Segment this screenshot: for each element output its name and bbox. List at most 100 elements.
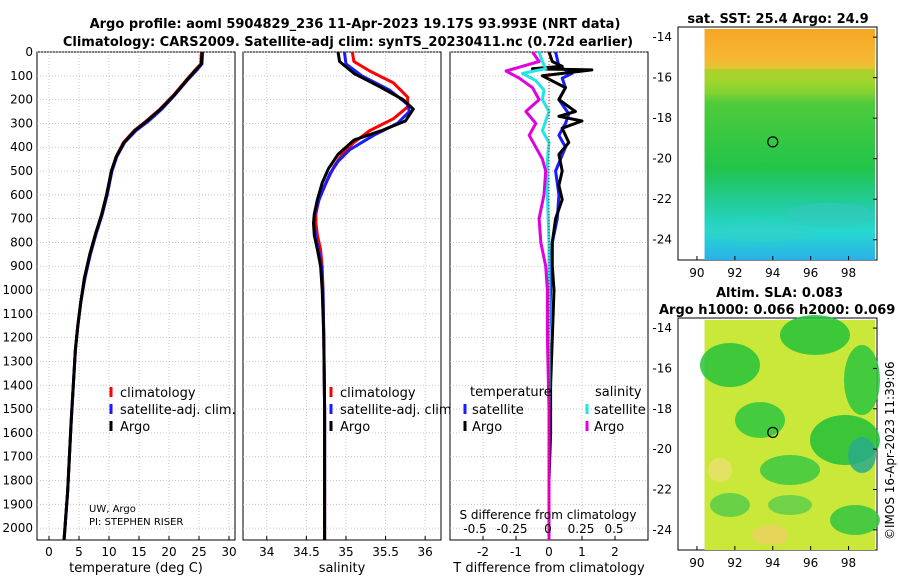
y-tick-label: 100 bbox=[10, 69, 33, 83]
x-tick-label: 15 bbox=[131, 545, 146, 559]
x-tick-label: 35.5 bbox=[372, 545, 399, 559]
y-tick-label: 1400 bbox=[2, 378, 33, 392]
x-tick-label: -1 bbox=[510, 545, 522, 559]
x-axis-label: temperature (deg C) bbox=[69, 561, 203, 576]
x2-tick-label: 0 bbox=[544, 522, 552, 536]
y-tick-label: 1200 bbox=[2, 331, 33, 345]
sla-blob bbox=[735, 402, 785, 438]
map-x-tick-label: 90 bbox=[689, 266, 704, 280]
series-line-argo bbox=[62, 51, 204, 541]
map-y-tick-label: -18 bbox=[652, 402, 672, 416]
y-tick-label: 1700 bbox=[2, 450, 33, 464]
legend-label: Argo bbox=[472, 420, 502, 435]
sla-blob bbox=[700, 343, 760, 387]
header-title: Argo profile: aoml 5904829_236 11-Apr-20… bbox=[90, 17, 621, 32]
sla-blob bbox=[760, 455, 820, 485]
salinity-profile-panel: 34 34.5 35 35.5 36 salinity climatology satelli… bbox=[242, 51, 456, 576]
x-tick-label: 5 bbox=[75, 545, 83, 559]
sst-band bbox=[704, 69, 876, 95]
x-tick-label: -2 bbox=[477, 545, 489, 559]
sla-blob bbox=[848, 437, 876, 473]
series-line-s-satellite bbox=[521, 51, 551, 540]
map-y-tick-label: -24 bbox=[652, 233, 672, 247]
map-y-tick-label: -16 bbox=[652, 71, 672, 85]
map-y-tick-label: -20 bbox=[652, 442, 672, 456]
header-subtitle: Climatology: CARS2009. Satellite-adj cli… bbox=[63, 35, 633, 50]
x2-tick-label: 0.25 bbox=[568, 522, 595, 536]
plot-area bbox=[36, 51, 236, 541]
x-tick-label: 0 bbox=[45, 545, 53, 559]
legend-label: satellite-adj. clim. bbox=[120, 403, 236, 418]
map-x-tick-label: 92 bbox=[727, 266, 742, 280]
argo-position-marker bbox=[767, 136, 779, 148]
y-tick-label: 1500 bbox=[2, 402, 33, 416]
x-tick-label: 10 bbox=[101, 545, 116, 559]
sst-map-panel: sat. SST: 25.4 Argo: 24.9 90 92 94 96 98 -14 -1… bbox=[652, 12, 878, 280]
map-y-tick-label: -16 bbox=[652, 361, 672, 375]
sla-blob bbox=[752, 525, 788, 545]
map-x-tick-label: 94 bbox=[765, 556, 780, 570]
x-tick-label: 36 bbox=[418, 545, 433, 559]
y-tick-label: 500 bbox=[10, 164, 33, 178]
sla-blob bbox=[710, 493, 750, 517]
legend-title-salinity: salinity bbox=[595, 385, 642, 400]
difference-profile-panel: T difference from climatology -2 -1 0 1 2 -0.5… bbox=[449, 51, 649, 576]
legend-title-temperature: temperature bbox=[470, 385, 552, 400]
map-y-tick-label: -22 bbox=[652, 482, 672, 496]
x-tick-label: 34.5 bbox=[293, 545, 320, 559]
y-tick-label: 1000 bbox=[2, 283, 33, 297]
map-y-tick-label: -20 bbox=[652, 152, 672, 166]
sst-cool-patch bbox=[705, 222, 815, 242]
y-tick-label: 1900 bbox=[2, 497, 33, 511]
legend-label: satellite-adj. clim. bbox=[340, 403, 456, 418]
x-tick-label: 20 bbox=[161, 545, 176, 559]
x-tick-label: 0 bbox=[545, 545, 553, 559]
plot-area bbox=[242, 51, 442, 541]
y-tick-label: 1800 bbox=[2, 473, 33, 487]
series-line-s-argo bbox=[504, 51, 551, 540]
sla-map-title: Altim. SLA: 0.083 bbox=[716, 286, 843, 301]
sla-map-subtitle: Argo h1000: 0.066 h2000: 0.069 bbox=[659, 303, 895, 318]
y-tick-label: 800 bbox=[10, 235, 33, 249]
x-axis-label: T difference from climatology bbox=[452, 561, 645, 576]
temperature-profile-panel: 0100200300400500600700800900100011001200… bbox=[2, 45, 236, 576]
x2-axis-label: S difference from climatology bbox=[460, 508, 637, 522]
sst-map-title: sat. SST: 25.4 Argo: 24.9 bbox=[687, 12, 868, 27]
x2-tick-label: -0.5 bbox=[463, 522, 486, 536]
x-tick-label: 34 bbox=[259, 545, 274, 559]
x-tick-label: 2 bbox=[611, 545, 619, 559]
map-y-tick-label: -14 bbox=[652, 30, 672, 44]
legend-label: climatology bbox=[120, 386, 196, 401]
map-x-tick-label: 96 bbox=[803, 556, 818, 570]
sst-cool-patch bbox=[785, 203, 875, 227]
sla-blob bbox=[844, 345, 880, 415]
x2-tick-label: 0.5 bbox=[604, 522, 623, 536]
credit-line-1: UW, Argo bbox=[89, 504, 136, 515]
sla-map-panel: Altim. SLA: 0.083 Argo h1000: 0.066 h2000… bbox=[652, 286, 895, 570]
x-tick-label: 25 bbox=[191, 545, 206, 559]
sla-blob bbox=[708, 458, 732, 482]
y-tick-label: 200 bbox=[10, 93, 33, 107]
y-tick-label: 700 bbox=[10, 212, 33, 226]
sla-blob bbox=[780, 315, 850, 355]
x2-tick-label: -0.25 bbox=[496, 522, 527, 536]
sla-blob bbox=[830, 505, 880, 535]
x-axis-label: salinity bbox=[319, 561, 366, 576]
map-y-tick-label: -24 bbox=[652, 523, 672, 537]
credit-line-2: PI: STEPHEN RISER bbox=[89, 517, 183, 528]
legend-label: Argo bbox=[120, 420, 150, 435]
map-y-tick-label: -14 bbox=[652, 321, 672, 335]
x-tick-label: 35 bbox=[338, 545, 353, 559]
y-tick-label: 600 bbox=[10, 188, 33, 202]
x-tick-label: 1 bbox=[578, 545, 586, 559]
series-line-argo bbox=[312, 51, 415, 540]
x-tick-label: 30 bbox=[221, 545, 236, 559]
map-y-tick-label: -22 bbox=[652, 192, 672, 206]
y-tick-label: 900 bbox=[10, 259, 33, 273]
legend-label: satellite bbox=[472, 403, 524, 418]
y-tick-label: 0 bbox=[25, 45, 33, 59]
legend-label: Argo bbox=[594, 420, 624, 435]
y-tick-label: 2000 bbox=[2, 521, 33, 535]
map-x-tick-label: 98 bbox=[841, 266, 856, 280]
